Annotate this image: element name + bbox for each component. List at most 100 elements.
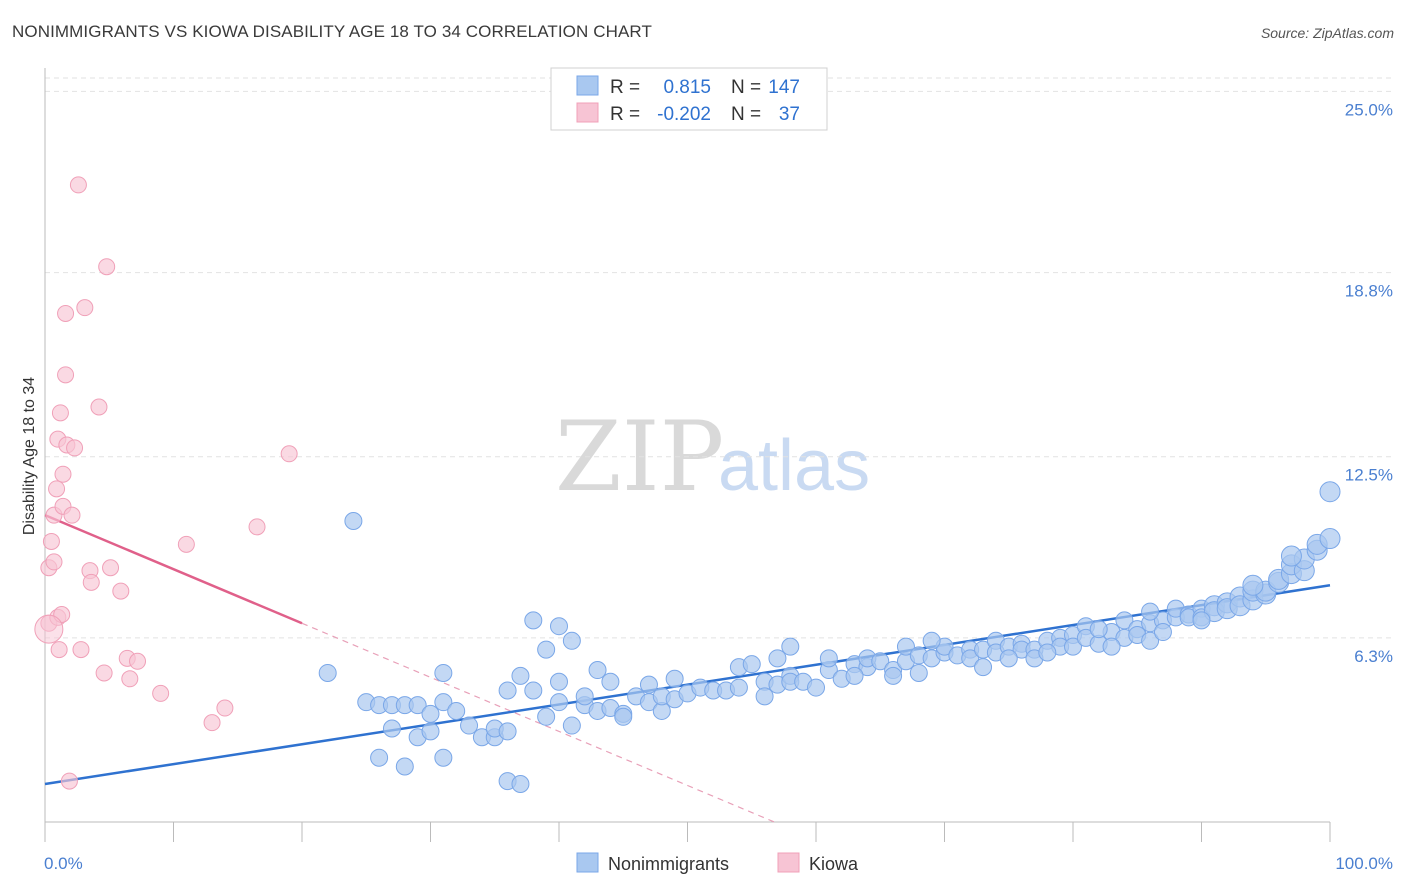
kiowa-point-2 (42, 532, 60, 550)
nonimmigrants-point-22 (498, 722, 517, 741)
nonimmigrants-point-64 (807, 678, 825, 697)
nonimmigrants-point-25 (511, 666, 530, 685)
nonimmigrants-point-83 (961, 649, 980, 668)
nonimmigrants-point-23 (498, 681, 517, 700)
nonimmigrants-point-27 (524, 611, 543, 630)
nonimmigrants-point-34 (562, 631, 581, 650)
legend-label-nonimmigrants: Nonimmigrants (608, 854, 729, 874)
kiowa-point-27 (102, 559, 120, 577)
nonimmigrants-point-66 (819, 649, 838, 668)
nonimmigrants-point-134 (1319, 481, 1341, 503)
stats-n-label-nonimmigrants: N = (731, 77, 761, 98)
kiowa-points (34, 176, 298, 790)
y-tick-label-1: 12.5% (1345, 466, 1393, 485)
y-tick-label-0: 6.3% (1354, 647, 1393, 666)
stats-n-label-kiowa: N = (731, 104, 761, 125)
x-tick-label-max: 100.0% (1335, 854, 1393, 873)
kiowa-point-18 (66, 439, 84, 457)
nonimmigrants-point-143 (1242, 574, 1264, 596)
nonimmigrants-point-141 (1141, 602, 1160, 621)
nonimmigrants-point-71 (871, 652, 890, 671)
legend-swatch-nonimmigrants (576, 852, 599, 873)
trend-lines (44, 513, 1331, 823)
kiowa-point-5 (48, 480, 66, 498)
kiowa-point-25 (95, 664, 113, 682)
kiowa-point-20 (72, 641, 90, 659)
nonimmigrants-point-17 (460, 716, 479, 735)
nonimmigrants-point-144 (1280, 545, 1302, 567)
legend-swatch-kiowa (777, 852, 800, 873)
nonimmigrants-point-49 (665, 669, 684, 688)
nonimmigrants-point-42 (614, 707, 633, 726)
kiowa-point-21 (76, 299, 94, 317)
y-axis-label: Disability Age 18 to 34 (21, 377, 38, 535)
nonimmigrants-point-10 (408, 696, 427, 715)
nonimmigrants-point-28 (537, 707, 556, 726)
stats-legend: R = 0.815 N = 147 R = -0.202 N = 37 (550, 67, 828, 131)
nonimmigrants-point-77 (909, 663, 928, 682)
kiowa-point-35 (216, 699, 234, 717)
nonimmigrants-point-30 (550, 693, 568, 712)
y-tick-label-3: 25.0% (1345, 100, 1393, 119)
legend-label-kiowa: Kiowa (809, 854, 859, 874)
nonimmigrants-point-146 (1102, 637, 1121, 656)
nonimmigrants-point-37 (588, 661, 607, 680)
kiowa-point-17 (63, 506, 81, 524)
stats-r-value-nonimmigrants: 0.815 (663, 77, 711, 98)
kiowa-trend-extension (301, 622, 775, 823)
nonimmigrants-point-31 (550, 672, 568, 691)
kiowa-point-13 (57, 304, 75, 322)
nonimmigrants-point-0 (318, 663, 337, 682)
nonimmigrants-point-60 (768, 649, 787, 668)
y-tick-label-2: 18.8% (1345, 282, 1393, 301)
nonimmigrants-point-40 (601, 672, 620, 691)
chart-title: NONIMMIGRANTS VS KIOWA DISABILITY AGE 18… (12, 22, 652, 41)
nonimmigrants-point-13 (434, 748, 453, 767)
stats-r-label-kiowa: R = (610, 104, 640, 125)
nonimmigrants-point-7 (395, 757, 414, 776)
kiowa-point-32 (152, 684, 170, 702)
nonimmigrants-point-33 (562, 716, 581, 735)
kiowa-point-19 (69, 176, 87, 194)
kiowa-point-24 (90, 398, 108, 416)
kiowa-point-23 (82, 573, 100, 591)
kiowa-point-36 (248, 518, 266, 536)
stats-n-value-kiowa: 37 (779, 104, 800, 125)
kiowa-point-30 (121, 670, 139, 688)
nonimmigrants-point-29 (537, 640, 556, 659)
grid-lines (45, 77, 1394, 639)
nonimmigrants-point-73 (884, 666, 903, 685)
nonimmigrants-point-11 (421, 722, 440, 741)
kiowa-point-31 (129, 652, 147, 670)
nonimmigrants-point-96 (1064, 637, 1082, 656)
nonimmigrants-point-56 (742, 655, 761, 674)
nonimmigrants-point-137 (922, 631, 941, 650)
nonimmigrants-point-136 (845, 666, 864, 685)
stats-r-value-kiowa: -0.202 (657, 104, 711, 125)
kiowa-point-8 (50, 641, 68, 659)
nonimmigrants-point-16 (447, 701, 466, 720)
nonimmigrants-point-36 (575, 687, 594, 706)
kiowa-point-28 (112, 582, 130, 600)
nonimmigrants-point-14 (434, 663, 453, 682)
kiowa-point-9 (51, 404, 69, 422)
nonimmigrants-point-108 (1153, 623, 1172, 642)
nonimmigrants-point-3 (370, 748, 389, 767)
kiowa-point-11 (54, 465, 72, 483)
nonimmigrants-point-75 (896, 637, 915, 656)
nonimmigrants-point-142 (1192, 611, 1211, 630)
axes (44, 68, 1331, 842)
x-tick-label-min: 0.0% (44, 854, 83, 873)
nonimmigrants-point-1 (344, 511, 363, 530)
stats-swatch-nonimmigrants (576, 75, 599, 96)
kiowa-point-14 (57, 366, 75, 384)
kiowa-point-26 (98, 258, 116, 276)
x-tick-labels: 0.0% 100.0% (44, 854, 1393, 873)
stats-swatch-kiowa (576, 102, 599, 123)
nonimmigrants-point-145 (999, 649, 1018, 668)
nonimmigrants-point-5 (382, 719, 401, 738)
kiowa-point-33 (177, 535, 195, 553)
nonimmigrants-point-15 (434, 693, 453, 712)
nonimmigrants-point-58 (755, 687, 774, 706)
